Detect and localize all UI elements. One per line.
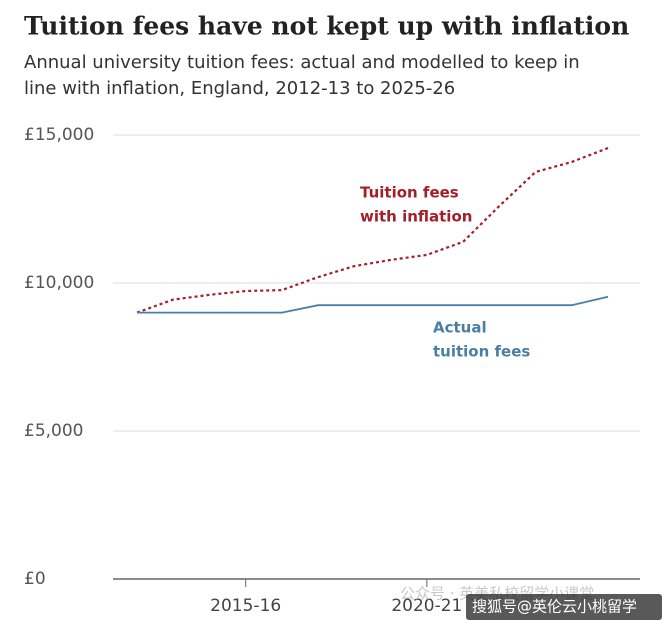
y-tick-label: £15,000: [24, 125, 94, 145]
subtitle: line with inflation, England, 2012-13 to…: [24, 78, 455, 99]
watermark-box: [466, 594, 662, 620]
y-tick-label: £10,000: [24, 273, 94, 293]
line: [136, 146, 609, 314]
series-label: Tuition fees: [360, 184, 459, 202]
y-tick-label: £5,000: [24, 421, 83, 441]
series-label: Actual: [433, 319, 487, 337]
y-tick-label: £0: [24, 569, 46, 589]
series-label: with inflation: [360, 208, 472, 226]
watermark: 搜狐号@英伦云小桃留学: [472, 598, 637, 616]
x-tick-label: 2015-16: [210, 596, 281, 616]
x-tick-label: 2020-21: [391, 596, 462, 616]
subtitle: Annual university tuition fees: actual a…: [24, 52, 580, 73]
line: [137, 295, 609, 314]
series-label: tuition fees: [433, 343, 530, 361]
chart-title: Tuition fees have not kept up with infla…: [24, 12, 629, 41]
